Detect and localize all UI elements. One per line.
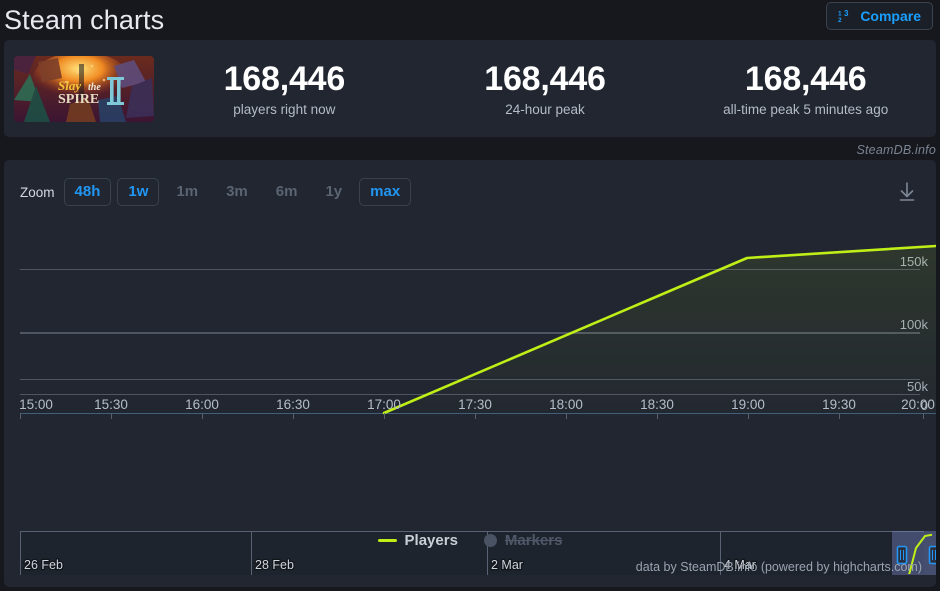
svg-text:the: the: [88, 82, 101, 93]
stat-value: 168,446: [223, 60, 346, 98]
legend-item-players[interactable]: Players: [377, 532, 458, 549]
stats-panel: Slay the SPIRE 168,446 players right now…: [4, 40, 936, 157]
series-area-fill: [384, 246, 936, 413]
x-tick-label: 18:00: [549, 397, 583, 412]
range-button-6m: 6m: [265, 178, 309, 206]
range-button-max[interactable]: max: [359, 178, 412, 206]
stat-value: 168,446: [744, 60, 867, 98]
svg-text:1: 1: [838, 11, 842, 18]
stat-value: 168,446: [484, 60, 606, 98]
x-tick-label: 19:00: [731, 397, 765, 412]
stat-label: players right now: [233, 102, 336, 117]
navigator-handle-left: [896, 545, 908, 565]
legend-line-icon: [377, 539, 397, 542]
stat-label: all-time peak 5 minutes ago: [723, 102, 889, 117]
range-button-1w[interactable]: 1w: [117, 178, 160, 206]
x-tick-label: 16:00: [185, 397, 219, 412]
x-tick-label: 19:30: [822, 397, 856, 412]
chart-legend: Players Markers: [4, 532, 936, 549]
range-button-1y: 1y: [314, 178, 353, 206]
range-button-1m: 1m: [165, 178, 209, 206]
legend-label: Markers: [504, 532, 563, 549]
x-tick-label: 15:30: [94, 397, 128, 412]
zoom-range-selector: Zoom 48h 1w 1m 3m 6m 1y max: [20, 178, 412, 206]
chart-plot-area[interactable]: 150k 100k 50k 0: [4, 222, 936, 582]
navigator-date-label: 26 Feb: [24, 558, 63, 572]
x-tick-label: 16:30: [276, 397, 310, 412]
stat-players-now: 168,446 players right now: [154, 59, 415, 118]
range-button-48h[interactable]: 48h: [63, 178, 112, 206]
svg-text:3: 3: [844, 9, 849, 18]
series-line-players: [382, 244, 936, 415]
navigator-date-label: 4 Mar: [724, 558, 756, 572]
svg-text:SPIRE: SPIRE: [58, 92, 99, 107]
x-tick-label: 15:00: [19, 397, 53, 412]
x-tick-label: 17:30: [458, 397, 492, 412]
navigator-date-label: 2 Mar: [491, 558, 523, 572]
chart-panel: Zoom 48h 1w 1m 3m 6m 1y max: [4, 160, 936, 587]
chart-credit: data by SteamDB.info (powered by highcha…: [635, 560, 922, 574]
navigator-series-line: [908, 533, 932, 574]
stat-all-time-peak: 168,446 all-time peak 5 minutes ago: [675, 59, 936, 118]
svg-text:Slay: Slay: [58, 78, 81, 93]
zoom-label: Zoom: [20, 184, 55, 200]
chart-navigator: 26 Feb 28 Feb 2 Mar 4 Mar: [20, 531, 936, 575]
page-header: Steam charts 1 2 3 Compare: [0, 0, 940, 40]
x-tick-label: 20:00: [901, 397, 935, 412]
download-icon[interactable]: [895, 180, 919, 209]
page-title: Steam charts: [4, 5, 165, 35]
x-tick-label: 18:30: [640, 397, 674, 412]
navigator-handle-right: [928, 545, 936, 565]
stat-24h-peak: 168,446 24-hour peak: [415, 59, 676, 118]
steamdb-watermark: SteamDB.info: [856, 143, 936, 157]
game-capsule-image[interactable]: Slay the SPIRE: [14, 55, 154, 122]
range-button-3m: 3m: [215, 178, 259, 206]
svg-text:2: 2: [838, 17, 842, 23]
legend-dot-icon: [483, 534, 497, 547]
x-tick-label: 17:00: [367, 397, 401, 412]
legend-item-markers[interactable]: Markers: [483, 532, 563, 549]
compare-button[interactable]: 1 2 3 Compare: [826, 2, 933, 30]
compare-button-label: Compare: [860, 8, 921, 24]
legend-label: Players: [404, 532, 458, 549]
stat-label: 24-hour peak: [505, 102, 585, 117]
navigator-date-label: 28 Feb: [255, 558, 294, 572]
compare-bars-icon: 1 2 3: [838, 9, 853, 23]
